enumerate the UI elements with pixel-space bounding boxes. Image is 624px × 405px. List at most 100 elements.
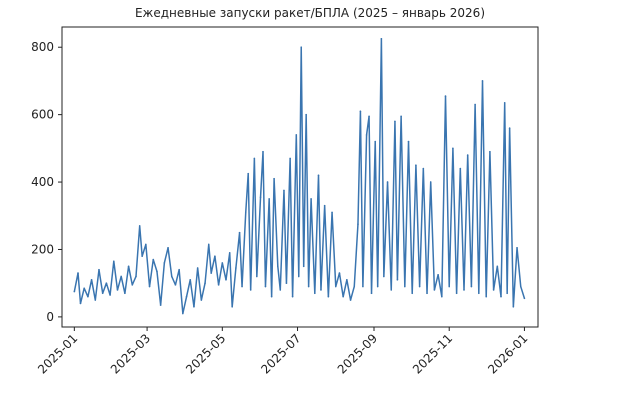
data-point	[273, 177, 275, 180]
data-point	[138, 225, 141, 227]
data-point	[317, 174, 320, 177]
data-point	[90, 279, 93, 281]
data-point	[94, 299, 97, 301]
data-point	[249, 289, 252, 291]
data-point	[386, 181, 389, 183]
data-point	[383, 275, 385, 278]
data-point	[359, 110, 362, 113]
data-point	[259, 196, 262, 199]
data-point	[279, 289, 282, 291]
data-point	[466, 154, 469, 156]
data-point	[331, 211, 333, 214]
data-point	[79, 302, 82, 305]
data-point	[320, 289, 322, 291]
data-point	[508, 127, 511, 129]
data-point	[512, 305, 515, 308]
data-point	[390, 289, 393, 291]
data-point	[116, 289, 119, 291]
data-point	[135, 275, 137, 278]
data-point	[152, 258, 155, 261]
data-point	[400, 115, 402, 118]
data-point	[238, 231, 241, 234]
data-point	[124, 292, 126, 295]
x-tick-label: 2025-01	[35, 331, 80, 376]
data-point	[83, 287, 85, 290]
data-point	[334, 285, 337, 288]
data-point	[353, 285, 356, 288]
data-point	[295, 134, 298, 136]
data-point	[327, 295, 330, 298]
data-point	[178, 268, 180, 271]
data-point	[448, 285, 451, 288]
data-point	[73, 290, 76, 293]
data-point	[145, 243, 147, 246]
data-point	[174, 284, 177, 286]
x-tick-label: 2025-11	[410, 331, 455, 376]
data-point	[407, 140, 410, 143]
data-point	[196, 267, 199, 269]
data-point	[370, 292, 373, 295]
data-point	[112, 260, 115, 263]
data-point	[225, 279, 227, 281]
data-point	[297, 275, 300, 278]
data-point	[253, 157, 256, 160]
data-point	[422, 167, 425, 170]
data-point	[127, 265, 130, 268]
y-tick-label: 200	[31, 242, 54, 256]
data-point	[489, 150, 491, 153]
data-point	[349, 299, 352, 301]
data-point	[247, 172, 250, 175]
data-point	[441, 295, 443, 298]
data-points	[73, 38, 526, 315]
data-point	[167, 246, 169, 249]
x-tick-label: 2025-07	[258, 331, 303, 376]
data-point	[98, 268, 100, 271]
data-point	[163, 262, 166, 264]
data-point	[193, 305, 195, 308]
data-point	[376, 285, 379, 288]
data-point	[314, 292, 316, 295]
data-point	[291, 295, 294, 298]
data-point	[429, 181, 432, 183]
data-point	[362, 285, 364, 288]
data-point	[338, 272, 341, 274]
data-point	[478, 292, 480, 295]
data-point	[459, 167, 462, 170]
x-tick-label: 2025-03	[108, 331, 153, 376]
data-point	[433, 289, 436, 291]
data-point	[214, 255, 216, 258]
data-point	[452, 147, 454, 150]
data-point	[170, 275, 173, 278]
plot-area-frame	[61, 26, 539, 328]
data-point	[109, 294, 111, 296]
data-point	[305, 113, 307, 116]
y-tick-label: 600	[31, 108, 54, 122]
data-point	[105, 282, 108, 284]
data-point	[231, 305, 233, 308]
data-point	[182, 312, 184, 315]
data-point	[418, 285, 421, 288]
data-point	[346, 279, 348, 281]
x-tick-label: 2026-01	[485, 331, 530, 376]
y-tick-label: 0	[46, 310, 54, 324]
data-point	[506, 292, 508, 295]
data-point	[87, 295, 89, 298]
data-point	[503, 102, 506, 104]
data-point	[365, 134, 368, 136]
y-tick-label: 400	[31, 175, 54, 189]
data-point	[500, 295, 502, 298]
series-line	[73, 38, 526, 315]
data-point	[437, 273, 439, 276]
data-point	[210, 272, 213, 274]
data-point	[77, 272, 79, 274]
data-point	[485, 295, 488, 298]
chart-title: Ежедневные запуски ракет/БПЛА (2025 – ян…	[135, 6, 485, 20]
data-point	[217, 284, 220, 286]
data-point	[101, 292, 104, 295]
data-point	[470, 285, 473, 288]
data-point	[204, 282, 206, 284]
y-tick-label: 800	[31, 40, 54, 54]
data-point	[270, 295, 273, 298]
data-point	[380, 38, 383, 40]
